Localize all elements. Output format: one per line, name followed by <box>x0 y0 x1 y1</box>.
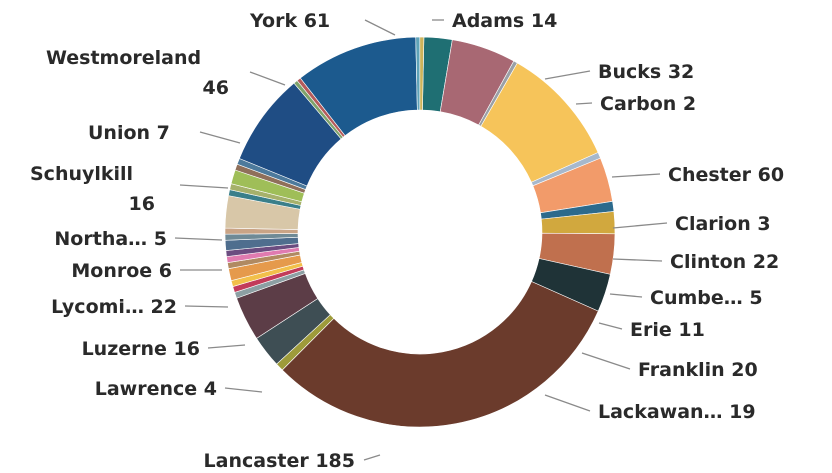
label-lawrence: Lawrence 4 <box>95 378 217 400</box>
leader-schuylkill <box>179 184 229 189</box>
label-cumbe: Cumbe… 5 <box>650 287 763 309</box>
leader-carbon <box>575 102 593 105</box>
label-carbon: Carbon 2 <box>600 93 696 115</box>
leader-union <box>199 131 241 144</box>
leader-chester <box>611 173 661 178</box>
label-group: Adams 14 Bucks 32 Carbon 2 Chester 60 Clario… <box>30 10 784 472</box>
label-clinton: Clinton 22 <box>670 251 779 273</box>
leader-lancaster <box>363 454 381 461</box>
label-bucks: Bucks 32 <box>598 61 694 83</box>
leader-york <box>364 19 396 36</box>
leader-westmoreland <box>249 71 286 86</box>
label-union: Union 7 <box>88 122 170 144</box>
leader-lackawan <box>544 394 591 412</box>
label-adams: Adams 14 <box>452 10 557 32</box>
label-lancaster: Lancaster 185 <box>204 450 355 472</box>
slice-lancaster <box>281 281 599 428</box>
leader-bucks <box>544 70 591 80</box>
label-monroe: Monroe 6 <box>71 260 172 282</box>
leader-line-group <box>174 19 668 461</box>
leader-clarion <box>612 222 668 229</box>
label-lackawan: Lackawan… 19 <box>598 401 756 423</box>
leader-erie <box>598 322 623 330</box>
leader-clinton <box>612 258 663 262</box>
label-erie: Erie 11 <box>630 319 705 341</box>
leader-lycomi <box>184 305 229 308</box>
label-westmoreland: Westmoreland46 <box>46 47 229 99</box>
leader-lawrence <box>224 387 263 393</box>
label-schuylkill: Schuylkill 16 <box>30 163 155 215</box>
leader-northa <box>174 237 223 241</box>
label-luzerne: Luzerne 16 <box>82 338 200 360</box>
label-lycomi: Lycomi… 22 <box>51 296 177 318</box>
label-northa: Northa… 5 <box>54 228 167 250</box>
slice-group <box>224 36 616 428</box>
leader-luzerne <box>207 344 246 349</box>
label-franklin: Franklin 20 <box>638 359 758 381</box>
label-york: York 61 <box>249 10 330 32</box>
slice-other-15 <box>419 36 425 111</box>
label-chester: Chester 60 <box>668 164 784 186</box>
leader-cumbe <box>609 293 643 298</box>
label-clarion: Clarion 3 <box>675 213 771 235</box>
leader-franklin <box>581 352 631 370</box>
